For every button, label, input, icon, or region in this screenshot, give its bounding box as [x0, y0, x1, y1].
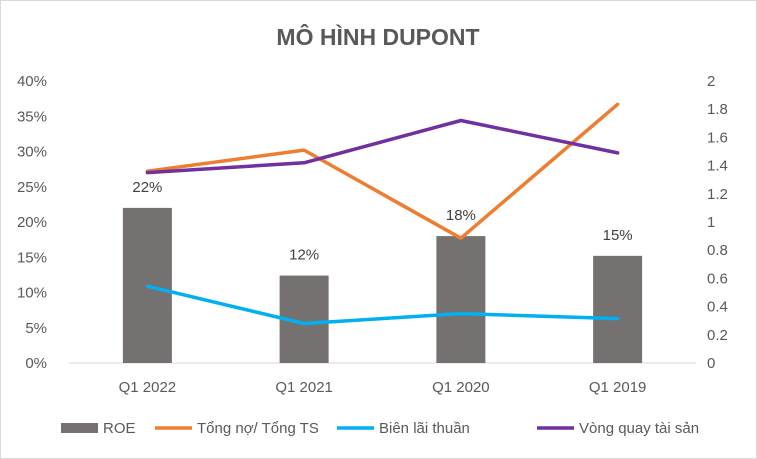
roe-data-label: 12% [289, 247, 319, 264]
roe-data-label: 22% [132, 179, 162, 196]
legend-label: Vòng quay tài sản [579, 420, 699, 437]
category-label: Q1 2020 [432, 379, 490, 396]
roe-data-label: 15% [603, 227, 633, 244]
right-tick-label: 0.4 [707, 299, 728, 316]
left-tick-label: 10% [17, 285, 47, 302]
legend-label: Biên lãi thuần [379, 420, 470, 437]
right-tick-label: 1.4 [707, 158, 728, 175]
left-tick-label: 35% [17, 108, 47, 125]
right-tick-label: 1 [707, 214, 715, 231]
left-tick-label: 25% [17, 179, 47, 196]
category-label: Q1 2019 [589, 379, 647, 396]
chart-title: MÔ HÌNH DUPONT [276, 23, 479, 50]
category-label: Q1 2022 [119, 379, 177, 396]
right-tick-label: 0.6 [707, 270, 728, 287]
right-tick-label: 0 [707, 355, 715, 372]
roe-data-label: 18% [446, 207, 476, 224]
roe-bar [593, 255, 643, 363]
series-line [145, 284, 620, 326]
legend-label: ROE [103, 420, 136, 437]
category-label: Q1 2021 [275, 379, 333, 396]
roe-bar [436, 236, 486, 363]
series-line [145, 118, 620, 175]
left-tick-label: 5% [25, 320, 47, 337]
right-tick-label: 1.6 [707, 129, 728, 146]
series-line [145, 102, 620, 240]
right-tick-label: 2 [707, 73, 715, 90]
legend: ROE Tổng nợ/ Tổng TS Biên lãi thuần Vòng qu… [61, 420, 699, 437]
roe-bars [122, 207, 643, 363]
right-tick-label: 1.2 [707, 186, 728, 203]
left-axis-ticks: 0% 5% 10% 15% 20% 25% 30% 35% 40% [17, 73, 47, 372]
left-tick-label: 15% [17, 249, 47, 266]
right-tick-label: 0.8 [707, 242, 728, 259]
legend-swatch [61, 423, 98, 433]
right-axis-ticks: 0 0.2 0.4 0.6 0.8 1 1.2 1.4 1.6 1.8 2 [707, 73, 728, 372]
line-series [145, 102, 620, 326]
left-tick-label: 30% [17, 144, 47, 161]
left-tick-label: 20% [17, 214, 47, 231]
left-tick-label: 0% [25, 355, 47, 372]
legend-label: Tổng nợ/ Tổng TS [197, 420, 319, 437]
right-tick-label: 1.8 [707, 101, 728, 118]
left-tick-label: 40% [17, 73, 47, 90]
category-labels: Q1 2022 Q1 2021 Q1 2020 Q1 2019 [119, 379, 647, 396]
right-tick-label: 0.2 [707, 327, 728, 344]
roe-data-labels: 22% 12% 18% 15% [132, 179, 632, 264]
